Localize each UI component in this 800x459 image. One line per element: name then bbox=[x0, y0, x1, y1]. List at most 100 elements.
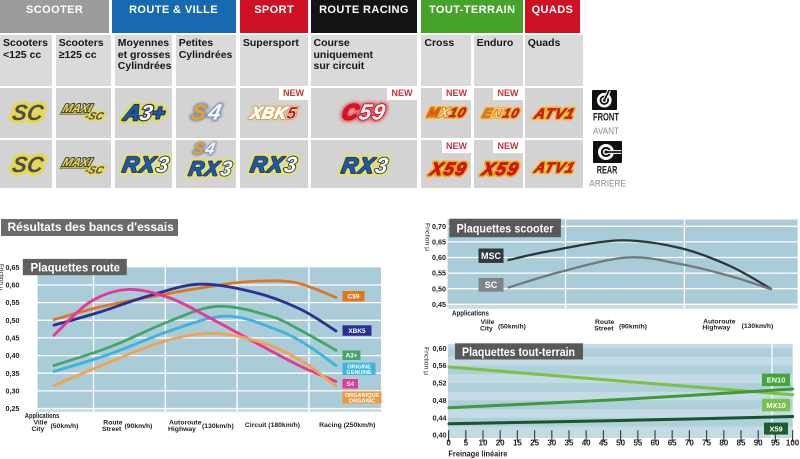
svg-text:25: 25 bbox=[530, 439, 539, 448]
svg-text:55: 55 bbox=[633, 439, 642, 448]
svg-text:MX10: MX10 bbox=[426, 105, 469, 120]
svg-text:70: 70 bbox=[685, 439, 694, 448]
svg-text:Plaquettes route: Plaquettes route bbox=[31, 260, 121, 274]
svg-text:(130km/h): (130km/h) bbox=[202, 423, 234, 430]
svg-text:MX10: MX10 bbox=[766, 401, 786, 410]
svg-text:95: 95 bbox=[771, 439, 780, 448]
svg-text:Autoroute: Autoroute bbox=[169, 420, 202, 427]
svg-text:RX3: RX3 bbox=[120, 152, 172, 177]
svg-text:0,30: 0,30 bbox=[6, 387, 20, 396]
svg-text:XBK5: XBK5 bbox=[348, 328, 366, 335]
svg-text:75: 75 bbox=[702, 439, 711, 448]
svg-text:65: 65 bbox=[668, 439, 677, 448]
svg-text:10: 10 bbox=[479, 439, 488, 448]
svg-text:Street: Street bbox=[102, 426, 122, 433]
svg-text:(90km/h): (90km/h) bbox=[125, 423, 153, 430]
svg-text:EN10: EN10 bbox=[481, 105, 522, 120]
svg-text:City: City bbox=[32, 426, 45, 433]
svg-text:0,60: 0,60 bbox=[432, 253, 446, 262]
svg-text:0,25: 0,25 bbox=[6, 404, 20, 413]
svg-text:X59: X59 bbox=[427, 158, 470, 179]
svg-text:Friction µ: Friction µ bbox=[0, 264, 5, 291]
svg-text:Autoroute: Autoroute bbox=[703, 319, 736, 326]
svg-text:ATV1: ATV1 bbox=[531, 161, 576, 177]
svg-text:S4: S4 bbox=[191, 139, 218, 158]
svg-text:(130km/h): (130km/h) bbox=[742, 323, 774, 330]
svg-text:RX3: RX3 bbox=[120, 152, 172, 177]
svg-text:60: 60 bbox=[651, 439, 660, 448]
svg-text:A3+: A3+ bbox=[121, 100, 168, 125]
svg-text:0,40: 0,40 bbox=[433, 431, 447, 440]
svg-text:Route: Route bbox=[595, 319, 614, 326]
svg-text:Circuit (180km/h): Circuit (180km/h) bbox=[245, 422, 300, 429]
svg-text:Friction µ: Friction µ bbox=[424, 223, 431, 251]
svg-text:Ville: Ville bbox=[34, 420, 48, 427]
svg-text:X59: X59 bbox=[479, 158, 522, 179]
svg-text:50: 50 bbox=[616, 439, 625, 448]
svg-text:40: 40 bbox=[582, 439, 591, 448]
svg-text:15: 15 bbox=[513, 439, 522, 448]
svg-text:MAXI: MAXI bbox=[60, 102, 94, 115]
svg-text:0,44: 0,44 bbox=[433, 413, 447, 422]
svg-text:SC: SC bbox=[10, 100, 46, 125]
svg-text:XBK5: XBK5 bbox=[248, 103, 299, 122]
svg-text:0,55: 0,55 bbox=[432, 269, 446, 278]
svg-text:100: 100 bbox=[786, 439, 800, 448]
svg-text:AVANT: AVANT bbox=[593, 126, 619, 136]
svg-text:(50km/h): (50km/h) bbox=[51, 423, 79, 430]
svg-text:RX3: RX3 bbox=[339, 153, 391, 178]
svg-text:FRONT: FRONT bbox=[593, 112, 619, 124]
svg-text:35: 35 bbox=[565, 439, 574, 448]
svg-text:Highway: Highway bbox=[168, 426, 196, 433]
svg-text:S4: S4 bbox=[189, 100, 226, 125]
svg-text:SC: SC bbox=[485, 280, 498, 290]
svg-text:Street: Street bbox=[594, 326, 614, 333]
svg-text:REAR: REAR bbox=[597, 165, 618, 177]
svg-text:Highway: Highway bbox=[702, 325, 730, 332]
svg-text:0,55: 0,55 bbox=[6, 298, 20, 307]
svg-text:0,60: 0,60 bbox=[6, 281, 20, 290]
svg-text:GENUINE: GENUINE bbox=[346, 370, 372, 376]
svg-text:(50km/h): (50km/h) bbox=[498, 324, 526, 331]
svg-text:Applications: Applications bbox=[25, 413, 60, 420]
svg-text:Applications: Applications bbox=[452, 311, 489, 318]
svg-text:C59: C59 bbox=[340, 99, 389, 124]
svg-text:XBK5: XBK5 bbox=[248, 103, 299, 122]
svg-text:0,45: 0,45 bbox=[432, 300, 446, 309]
svg-text:0,52: 0,52 bbox=[433, 379, 447, 388]
svg-text:X59: X59 bbox=[769, 424, 782, 433]
svg-text:RX3: RX3 bbox=[187, 157, 235, 180]
svg-text:Route: Route bbox=[103, 420, 122, 427]
svg-text:SC: SC bbox=[10, 152, 46, 177]
svg-text:MX10: MX10 bbox=[426, 105, 469, 120]
svg-text:0,65: 0,65 bbox=[6, 263, 20, 272]
svg-text:0,40: 0,40 bbox=[6, 351, 20, 360]
svg-text:85: 85 bbox=[737, 439, 746, 448]
svg-text:0,48: 0,48 bbox=[433, 396, 447, 405]
svg-text:(90km/h): (90km/h) bbox=[619, 324, 647, 331]
svg-text:ATV1: ATV1 bbox=[531, 106, 576, 122]
svg-text:0,60: 0,60 bbox=[433, 344, 447, 353]
svg-text:80: 80 bbox=[719, 439, 728, 448]
svg-text:EN10: EN10 bbox=[767, 376, 786, 385]
svg-text:0: 0 bbox=[446, 439, 451, 448]
svg-text:ORIGINE: ORIGINE bbox=[347, 365, 371, 371]
svg-text:Ville: Ville bbox=[481, 319, 495, 326]
svg-text:City: City bbox=[480, 325, 493, 332]
svg-text:0,70: 0,70 bbox=[432, 222, 446, 231]
svg-text:0,50: 0,50 bbox=[432, 284, 446, 293]
svg-text:EN10: EN10 bbox=[481, 105, 522, 120]
svg-text:0,45: 0,45 bbox=[6, 334, 20, 343]
svg-text:ORGANIC: ORGANIC bbox=[349, 399, 375, 405]
svg-text:Plaquettes tout-terrain: Plaquettes tout-terrain bbox=[462, 345, 575, 359]
svg-text:20: 20 bbox=[496, 439, 505, 448]
svg-text:X59: X59 bbox=[479, 158, 522, 179]
svg-text:ATV1: ATV1 bbox=[531, 161, 576, 177]
svg-text:XBK5: XBK5 bbox=[248, 103, 299, 122]
svg-text:Racing (250km/h): Racing (250km/h) bbox=[319, 422, 375, 429]
svg-text:RX3: RX3 bbox=[249, 152, 301, 177]
svg-text:RX3: RX3 bbox=[249, 152, 301, 177]
svg-text:Friction µ: Friction µ bbox=[423, 347, 430, 375]
svg-text:RX3: RX3 bbox=[339, 153, 391, 178]
svg-text:MSC: MSC bbox=[481, 251, 502, 261]
